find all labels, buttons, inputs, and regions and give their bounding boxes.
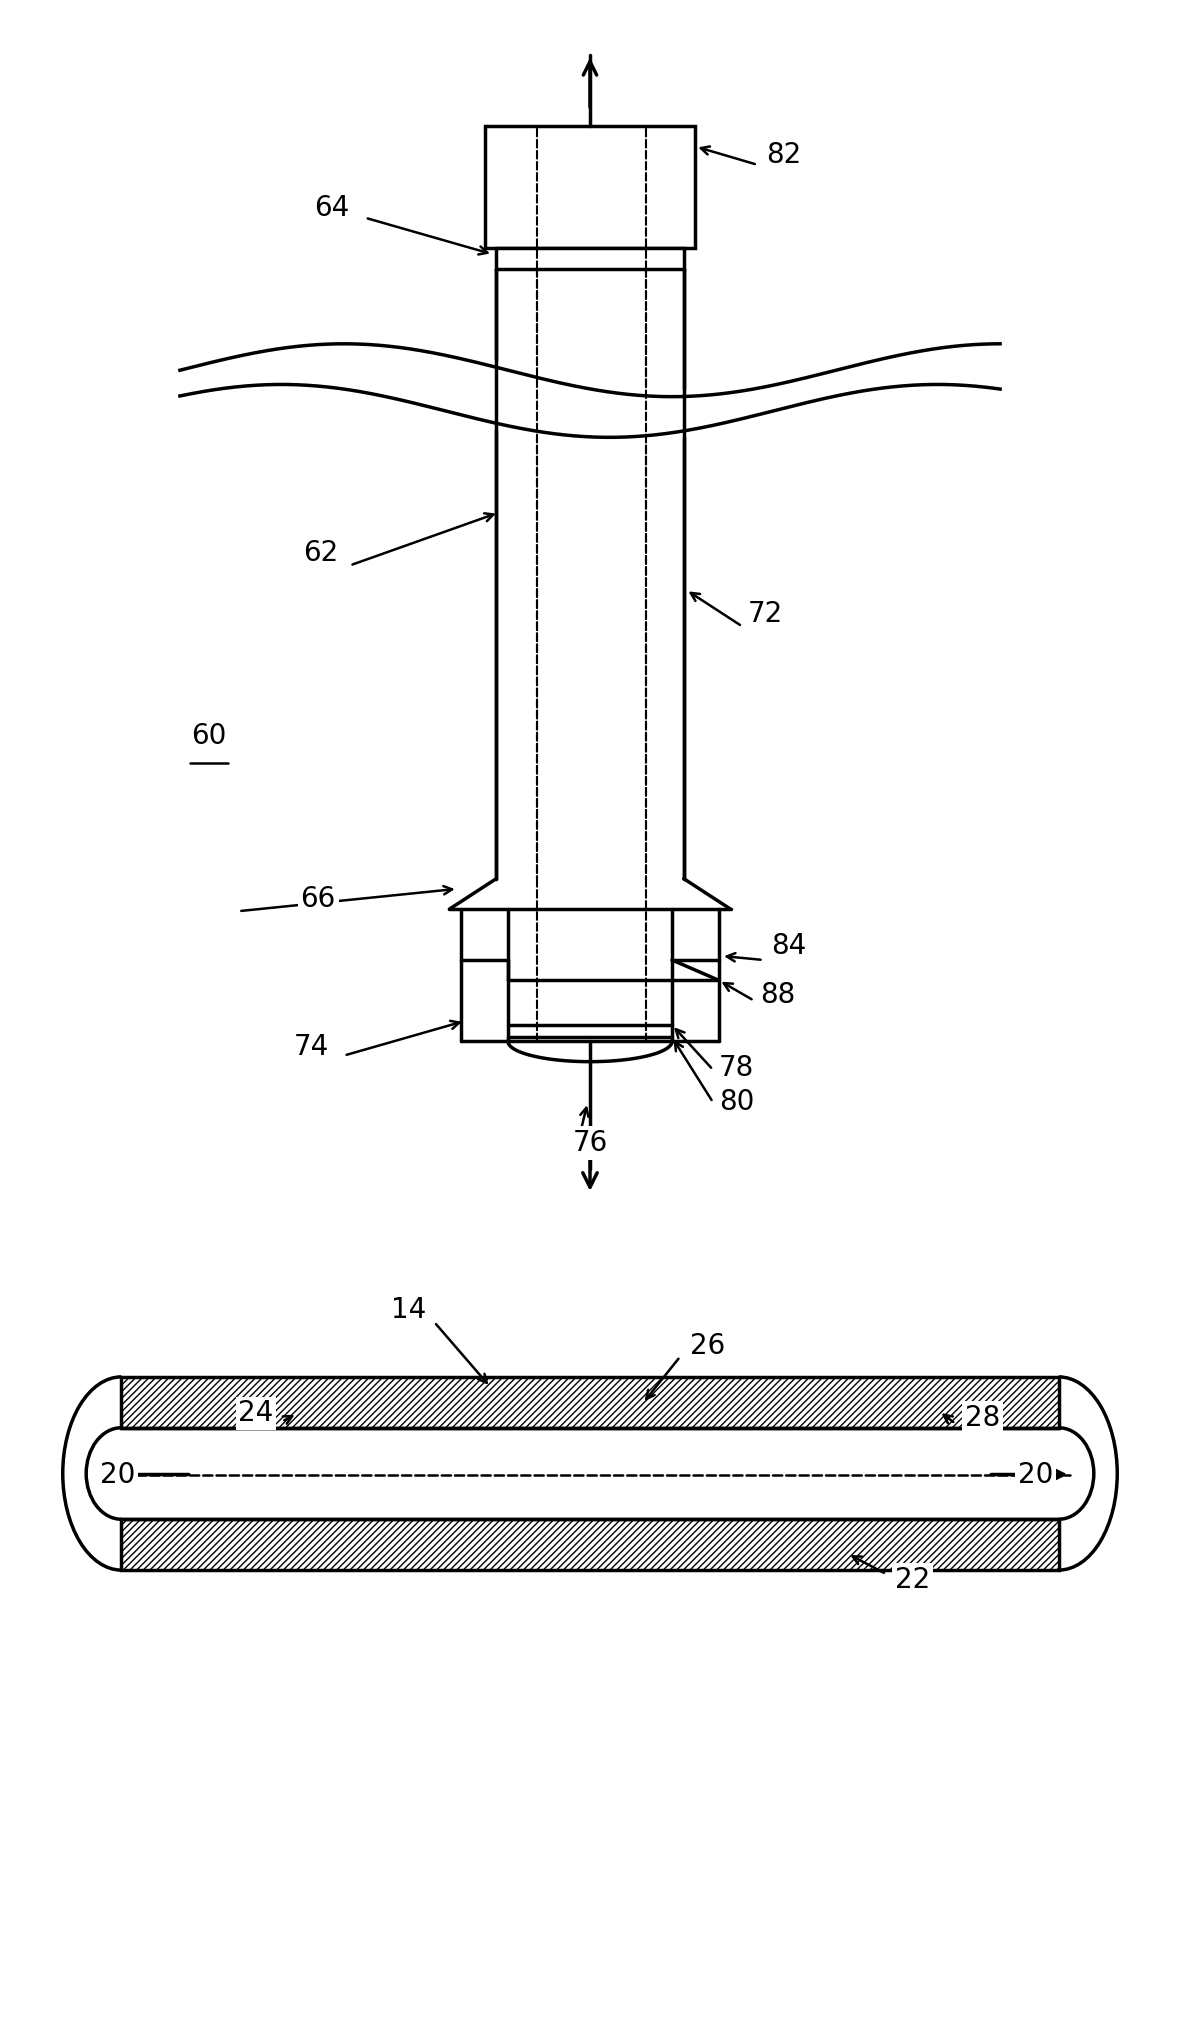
- Text: 64: 64: [315, 194, 349, 221]
- Text: 66: 66: [301, 884, 336, 913]
- Text: 74: 74: [294, 1033, 329, 1062]
- Text: 60: 60: [191, 723, 227, 749]
- Text: 28: 28: [965, 1403, 1001, 1431]
- Text: 82: 82: [766, 141, 801, 169]
- Text: 84: 84: [772, 931, 807, 960]
- Text: 24: 24: [238, 1399, 274, 1427]
- Text: 22: 22: [894, 1566, 930, 1595]
- Text: 88: 88: [760, 980, 795, 1009]
- Bar: [122, 1376, 1058, 1427]
- Text: 62: 62: [303, 539, 339, 568]
- Text: 26: 26: [689, 1331, 725, 1360]
- Bar: [122, 1519, 1058, 1570]
- Bar: [497, 249, 683, 270]
- Text: 20: 20: [1017, 1460, 1053, 1489]
- Text: 80: 80: [719, 1088, 754, 1117]
- Text: 20: 20: [100, 1460, 136, 1489]
- Bar: [485, 127, 695, 249]
- Text: 78: 78: [719, 1054, 754, 1082]
- Text: 72: 72: [748, 600, 784, 629]
- Text: 76: 76: [572, 1129, 608, 1158]
- Polygon shape: [179, 337, 1001, 443]
- Text: 14: 14: [391, 1297, 426, 1323]
